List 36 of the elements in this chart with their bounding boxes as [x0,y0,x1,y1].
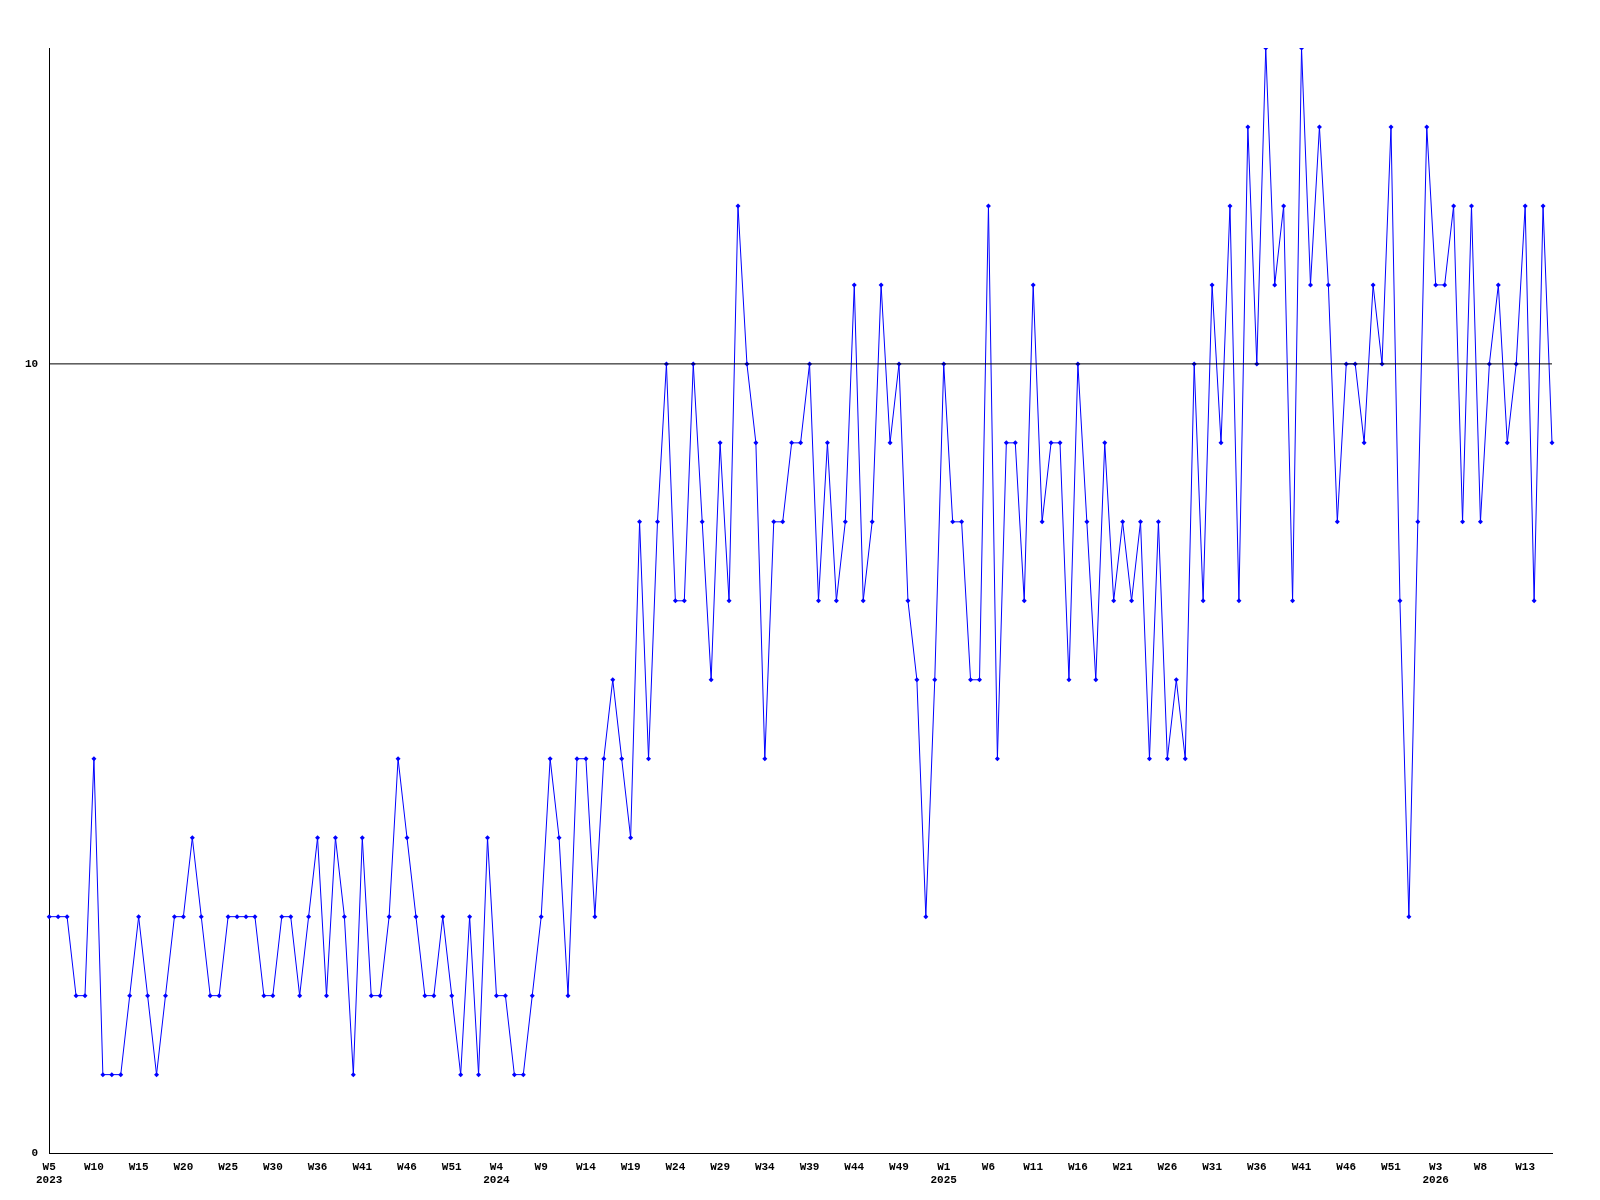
x-tick-label: W44 [844,1160,865,1173]
x-tick-label: W14 [576,1160,597,1173]
x-tick-label: W13 [1515,1160,1536,1173]
x-tick-label: W11 [1023,1160,1044,1173]
x-tick-label: W46 [1336,1160,1357,1173]
x-tick-label: W5 2023 [36,1160,63,1187]
x-tick-label: W4 2024 [483,1160,511,1187]
x-tick-label: W41 [352,1160,373,1173]
y-tick-label: 10 [25,357,39,370]
x-tick-label: W10 [84,1160,104,1173]
y-tick-label: 0 [31,1147,39,1160]
x-tick-label: W31 [1202,1160,1223,1173]
x-tick-label: W41 [1291,1160,1312,1173]
x-tick-label: W25 [218,1160,239,1173]
x-tick-label: W46 [397,1160,417,1173]
x-tick-label: W19 [620,1160,641,1173]
x-tick-label: W8 [1473,1160,1488,1173]
x-tick-label: W36 [307,1160,328,1173]
x-tick-label: W3 2026 [1422,1160,1449,1187]
x-tick-label: W16 [1068,1160,1088,1173]
x-tick-label: W26 [1157,1160,1178,1173]
x-tick-label: W9 [534,1160,548,1173]
x-tick-label: W36 [1246,1160,1267,1173]
x-tick-label: W21 [1112,1160,1133,1173]
x-tick-label: W34 [754,1160,776,1173]
x-tick-label: W51 [1381,1160,1402,1173]
x-tick-label: W49 [889,1160,909,1173]
x-tick-label: W6 [981,1160,996,1173]
x-tick-label: W15 [128,1160,149,1173]
x-tick-label: W20 [173,1160,194,1173]
x-tick-label: W24 [665,1160,686,1173]
x-tick-label: W29 [710,1160,730,1173]
x-tick-label: W30 [262,1160,283,1173]
x-tick-label: W1 2025 [930,1160,958,1187]
x-tick-label: W39 [799,1160,820,1173]
x-tick-label: W51 [441,1160,463,1173]
